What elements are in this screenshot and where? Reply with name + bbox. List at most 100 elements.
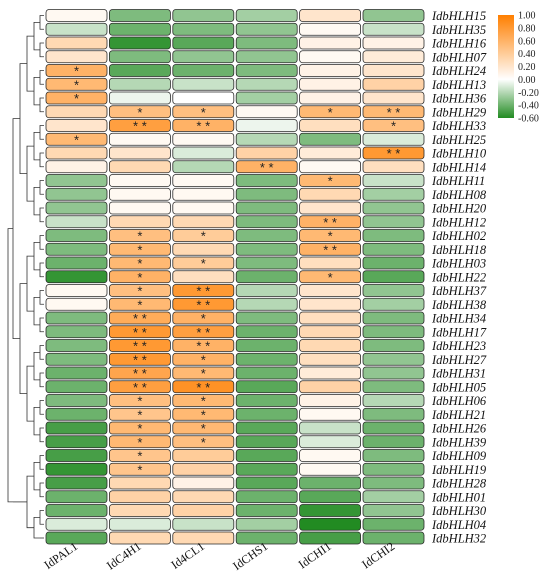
- heatmap-cell: [362, 297, 425, 311]
- heatmap-cell: [235, 380, 298, 394]
- heatmap-cell: [45, 380, 108, 394]
- significance-mark: *: [137, 242, 142, 257]
- heatmap-cell: [45, 531, 108, 545]
- colorbar-tick-label: 0.80: [518, 23, 536, 34]
- heatmap-cell: [362, 421, 425, 435]
- heatmap-cell: [109, 449, 171, 462]
- heatmap-cell: [109, 119, 171, 132]
- heatmap-cell: [299, 201, 362, 215]
- heatmap-cell: [109, 9, 171, 22]
- heatmap-cell: [109, 105, 171, 119]
- colorbar-tick-label: 0.40: [518, 49, 536, 60]
- heatmap-cell: [235, 517, 298, 531]
- heatmap-cell: [299, 504, 362, 517]
- heatmap-cell: [362, 366, 425, 380]
- significance-mark: * *: [196, 284, 210, 299]
- heatmap-cell: [235, 146, 298, 160]
- heatmap-cell: [45, 64, 108, 77]
- color-legend: 1.000.80 0.60 0.40 0.20 0.00 -0.20 -0.40 -0.60: [498, 11, 539, 125]
- heatmap-cell: [45, 229, 108, 242]
- row-label: IdbHLH07: [431, 50, 487, 64]
- row-label: IdbHLH13: [431, 78, 486, 92]
- significance-mark: * *: [133, 339, 147, 354]
- heatmap-cell: [235, 229, 298, 242]
- heatmap-cell: [362, 201, 425, 215]
- heatmap-cell: [172, 297, 235, 311]
- heatmap-cell: [109, 50, 171, 64]
- row-label: IdbHLH12: [431, 215, 486, 229]
- heatmap-cell: [299, 77, 362, 91]
- heatmap-cell: [45, 407, 108, 421]
- heatmap-cell: [299, 50, 362, 64]
- row-label: IdbHLH20: [431, 202, 487, 216]
- heatmap-cell: [235, 50, 298, 64]
- heatmap-cell: [235, 421, 298, 435]
- heatmap-cell: [235, 174, 298, 187]
- heatmap-cell: [362, 160, 425, 174]
- heatmap-cell: [362, 50, 425, 64]
- row-labels: IdbHLH15IdbHLH35IdbHLH16IdbHLH07IdbHLH24…: [431, 9, 487, 546]
- heatmap-cell: [362, 325, 425, 339]
- row-label: IdbHLH15: [431, 9, 486, 23]
- heatmap-cell: [235, 504, 298, 517]
- colorbar-tick-label: 1.00: [518, 11, 536, 22]
- heatmap-cell: [172, 256, 235, 270]
- row-dendrogram: [7, 15, 44, 539]
- heatmap-cell: [299, 174, 362, 187]
- significance-mark: *: [328, 229, 333, 244]
- heatmap-cell: [45, 77, 108, 91]
- colorbar: [498, 15, 514, 118]
- heatmap-cell: [235, 490, 298, 504]
- heatmap-cell: [362, 64, 425, 77]
- heatmap-cell: [235, 132, 298, 146]
- heatmap-cell: [299, 187, 362, 201]
- significance-mark: *: [137, 297, 142, 312]
- heatmap-cell: [172, 187, 235, 201]
- significance-mark: *: [201, 394, 206, 409]
- heatmap-cell: [45, 476, 108, 490]
- row-label: IdbHLH31: [431, 367, 486, 381]
- significance-mark: *: [201, 421, 206, 436]
- significance-mark: *: [328, 105, 333, 120]
- heatmap-cell: [172, 270, 235, 284]
- heatmap-cell: [235, 36, 298, 50]
- heatmap-cell: [235, 270, 298, 284]
- heatmap-cell: [172, 22, 235, 36]
- heatmap-cell: [172, 380, 235, 394]
- row-label: IdbHLH05: [431, 380, 486, 394]
- significance-mark: *: [74, 132, 79, 147]
- heatmap-cell: [109, 146, 171, 160]
- heatmap-cell: [45, 339, 108, 352]
- heatmap-cell: [109, 352, 171, 366]
- significance-marks: **** * * * ** * * * *** ** *** ** * ** * ** ** ** *…: [74, 64, 400, 478]
- heatmap-cell: [109, 476, 171, 490]
- heatmap-cell: [362, 490, 425, 504]
- heatmap-cell: [235, 394, 298, 407]
- heatmap-cell: [109, 531, 171, 545]
- heatmap-cell: [235, 242, 298, 256]
- heatmap-cell: [109, 77, 171, 91]
- heatmap-cell: [299, 105, 362, 119]
- heatmap-cell: [172, 325, 235, 339]
- heatmap-cell: [172, 64, 235, 77]
- heatmap-cell: [109, 339, 171, 352]
- heatmap-cell: [109, 490, 171, 504]
- significance-mark: * *: [196, 339, 210, 354]
- heatmap-cell: [172, 242, 235, 256]
- heatmap-cell: [235, 366, 298, 380]
- heatmap-cell: [172, 229, 235, 242]
- heatmap-cell: [45, 297, 108, 311]
- heatmap-cell: [362, 77, 425, 91]
- significance-mark: * *: [133, 380, 147, 395]
- colorbar-tick-label: 0.60: [518, 36, 536, 47]
- heatmap-cell: [172, 504, 235, 517]
- heatmap-cell: [235, 201, 298, 215]
- heatmap-cell: [172, 311, 235, 325]
- row-label: IdbHLH14: [431, 160, 486, 174]
- heatmap-cell: [45, 449, 108, 462]
- heatmap-cell: [45, 132, 108, 146]
- significance-mark: * *: [133, 352, 147, 367]
- heatmap-cell: [172, 215, 235, 229]
- heatmap-cell: [362, 215, 425, 229]
- heatmap-cell: [362, 394, 425, 407]
